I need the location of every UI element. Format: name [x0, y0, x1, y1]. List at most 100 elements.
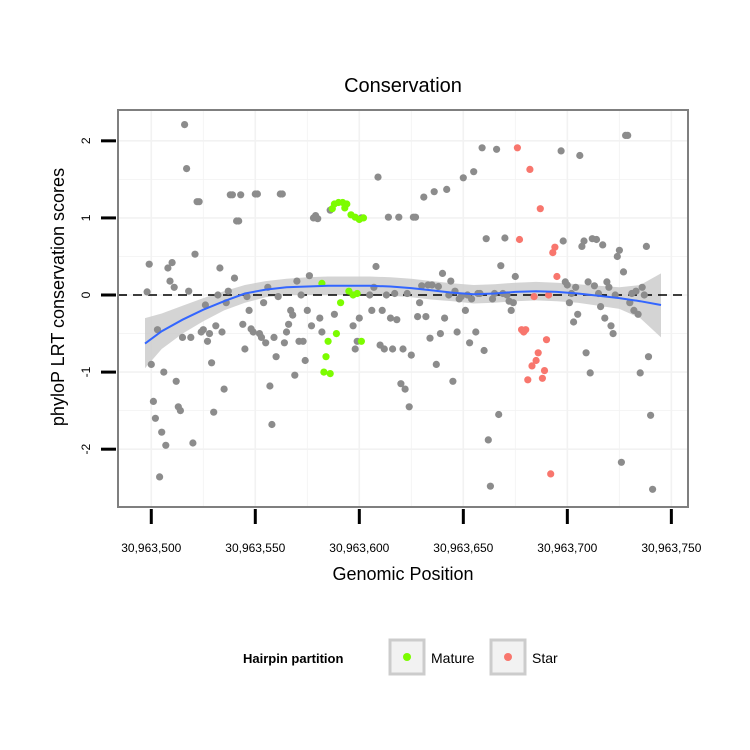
point-other-173: [578, 242, 586, 250]
point-other-182: [597, 303, 605, 311]
point-other-14: [172, 377, 180, 385]
point-other-204: [642, 242, 651, 250]
point-other-136: [457, 293, 465, 301]
point-other-190: [613, 252, 621, 261]
point-other-114: [411, 213, 420, 221]
point-other-147: [480, 346, 488, 355]
point-other-65: [278, 190, 286, 198]
point-other-160: [507, 306, 515, 314]
point-star-18: [551, 243, 559, 251]
smooth-curve: [144, 284, 662, 345]
point-other-71: [291, 371, 299, 379]
point-star-4: [522, 326, 530, 334]
point-other-162: [511, 272, 519, 281]
point-other-45: [237, 191, 245, 199]
point-other-115: [414, 313, 422, 321]
point-other-51: [249, 328, 257, 336]
point-other-29: [203, 337, 212, 345]
point-mature-6: [332, 330, 340, 338]
point-other-202: [638, 283, 646, 291]
point-star-15: [545, 291, 553, 299]
point-other-141: [468, 295, 476, 303]
point-other-140: [466, 339, 474, 347]
point-other-44: [235, 217, 243, 225]
point-other-2: [147, 360, 155, 368]
point-other-206: [647, 411, 655, 419]
point-other-193: [619, 268, 628, 276]
point-star-5: [524, 376, 532, 384]
point-other-149: [484, 436, 492, 444]
point-other-7: [158, 428, 166, 436]
point-other-138: [461, 306, 469, 314]
point-other-151: [488, 295, 497, 303]
point-other-99: [380, 345, 388, 353]
point-other-134: [453, 328, 461, 336]
point-other-35: [216, 264, 224, 272]
x-tick-label-2: 30,963,600: [329, 541, 389, 555]
point-other-118: [420, 193, 428, 201]
point-other-74: [297, 291, 305, 299]
point-other-78: [305, 272, 313, 280]
x-tick-label-4: 30,963,700: [537, 541, 597, 555]
point-other-129: [443, 185, 451, 193]
point-other-25: [195, 198, 203, 206]
point-other-142: [470, 168, 478, 176]
point-other-161: [509, 299, 517, 307]
point-other-62: [272, 353, 280, 361]
point-other-37: [220, 385, 228, 393]
point-other-110: [403, 289, 411, 298]
point-mature-18: [357, 337, 365, 345]
point-other-13: [170, 283, 178, 291]
point-other-61: [270, 333, 278, 341]
point-other-186: [605, 283, 613, 291]
point-other-47: [241, 345, 249, 353]
y-axis-label: phyloP LRT conservation scores: [48, 168, 68, 426]
point-other-94: [370, 283, 378, 291]
legend-label-star: Star: [532, 650, 558, 666]
point-other-125: [434, 282, 442, 291]
point-star-16: [547, 470, 555, 478]
point-other-184: [601, 314, 609, 322]
point-other-16: [176, 407, 184, 415]
point-other-154: [495, 410, 503, 419]
point-other-11: [166, 277, 174, 285]
point-other-103: [389, 345, 397, 353]
point-other-46: [239, 320, 247, 328]
point-other-30: [205, 330, 214, 338]
point-other-92: [366, 291, 374, 299]
point-mature-2: [324, 337, 332, 345]
point-star-0: [513, 144, 522, 152]
point-star-17: [549, 249, 557, 257]
point-other-153: [493, 145, 501, 153]
point-star-11: [536, 205, 544, 213]
point-other-207: [649, 485, 657, 493]
point-other-102: [386, 314, 395, 322]
point-other-179: [590, 282, 599, 290]
point-other-175: [582, 349, 590, 357]
point-other-171: [574, 310, 582, 318]
point-other-124: [432, 360, 440, 368]
legend-title: Hairpin partition: [243, 651, 343, 666]
point-other-79: [307, 322, 316, 330]
point-other-10: [164, 264, 172, 272]
point-other-4: [151, 414, 159, 422]
point-other-157: [501, 234, 509, 242]
point-other-23: [191, 250, 199, 258]
point-other-88: [351, 345, 359, 353]
point-other-176: [584, 278, 592, 286]
legend-label-mature: Mature: [431, 650, 475, 666]
point-other-112: [407, 351, 415, 359]
legend-mature-dot: [403, 653, 411, 661]
point-other-31: [208, 359, 216, 367]
legend-star-dot: [504, 653, 512, 661]
point-other-121: [426, 334, 434, 342]
point-other-132: [449, 377, 457, 385]
point-other-205: [644, 353, 653, 361]
point-other-57: [262, 339, 270, 347]
point-other-22: [189, 439, 197, 447]
x-tick-label-0: 30,963,500: [121, 541, 181, 555]
point-other-127: [438, 269, 447, 277]
point-other-163: [557, 147, 565, 155]
point-other-53: [253, 190, 261, 198]
